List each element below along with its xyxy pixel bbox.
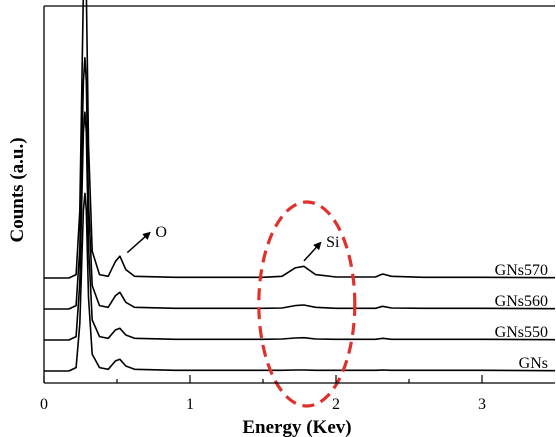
annotation-arrow <box>303 241 322 262</box>
x-axis-label: Energy (Kev) <box>242 417 351 437</box>
spectrum-line-1 <box>44 57 556 310</box>
x-tick-label: 3 <box>478 396 486 413</box>
series-label: GNs550 <box>495 324 548 341</box>
series-label: GNs <box>519 355 548 372</box>
x-tick-label: 2 <box>332 396 340 413</box>
series-layer: GNs570 GNs560 GNs550 GNs <box>44 0 556 372</box>
annotation-layer: COSi <box>126 200 357 408</box>
annotation-label: O <box>155 224 167 241</box>
highlight-ellipse <box>257 200 357 408</box>
y-axis-label: Counts (a.u.) <box>7 137 28 242</box>
spectrum-line-3 <box>44 192 556 372</box>
axes: 0 1 2 3 <box>40 5 555 413</box>
spectrum-line-2 <box>44 111 556 341</box>
series-label: GNs570 <box>495 262 548 279</box>
x-tick-label: 1 <box>186 396 194 413</box>
series-label: GNs560 <box>495 293 548 310</box>
annotation-arrow <box>126 231 151 254</box>
spectrum-line-0 <box>44 0 556 279</box>
x-tick-label: 0 <box>40 396 48 413</box>
annotation-label: Si <box>326 234 340 251</box>
